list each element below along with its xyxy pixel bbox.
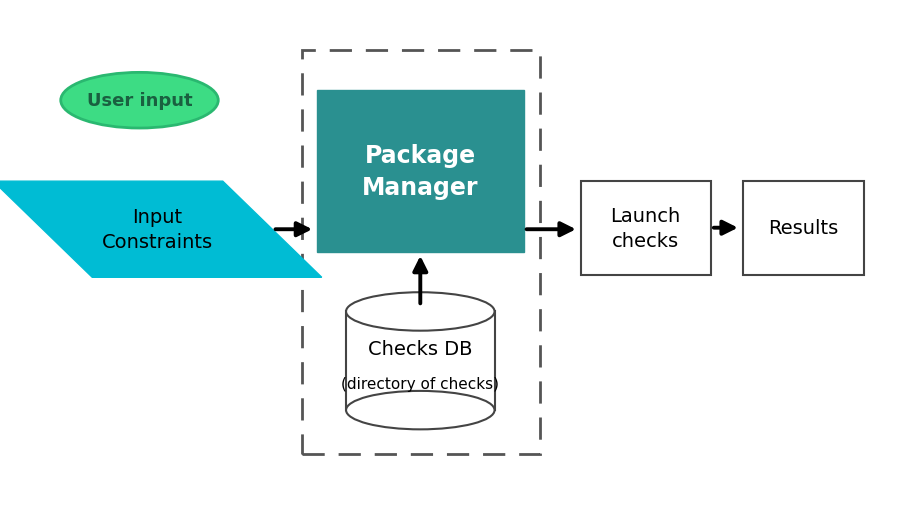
Ellipse shape	[346, 391, 495, 429]
Text: Input
Constraints: Input Constraints	[102, 208, 213, 251]
Text: Checks DB: Checks DB	[368, 339, 472, 358]
Text: Package
Manager: Package Manager	[362, 144, 479, 199]
Text: (directory of checks): (directory of checks)	[341, 376, 500, 391]
Text: Launch
checks: Launch checks	[610, 207, 681, 250]
Text: User input: User input	[86, 92, 193, 110]
Bar	[317, 91, 524, 252]
Bar	[742, 182, 864, 275]
Polygon shape	[346, 312, 495, 410]
Text: Results: Results	[768, 219, 839, 238]
Bar	[580, 182, 711, 275]
Ellipse shape	[61, 73, 218, 129]
Ellipse shape	[346, 293, 495, 331]
Polygon shape	[0, 182, 322, 278]
Bar	[302, 50, 540, 454]
